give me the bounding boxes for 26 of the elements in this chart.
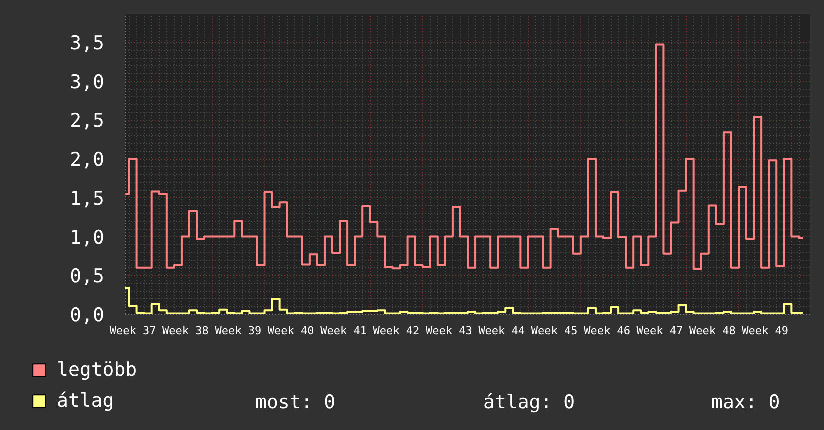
y-tick-label: 3,5 [70,32,105,54]
text: átlag: 0 [484,392,576,414]
x-tick-label: Week 39 [215,324,262,338]
y-tick-label: 1,0 [70,226,105,249]
x-tick-label: Week 42 [373,324,420,338]
y-tick-label: 2,5 [70,110,105,132]
x-tick-label: Week 38 [162,324,209,338]
x-tick-label: Week 47 [636,324,684,338]
legend-label: legtöbb [57,359,138,381]
legend-label: átlag [57,390,114,412]
text: max: 0 [712,392,780,414]
x-tick-label: Week 44 [478,324,526,338]
x-tick-label: Week 37 [110,324,156,338]
x-tick-label: Week 43 [426,324,472,338]
y-tick-label: 3,0 [70,71,105,94]
y-tick-label: 0,0 [70,304,105,326]
x-tick-label: Week 41 [320,324,367,338]
y-tick-label: 2,0 [70,149,105,172]
x-tick-label: Week 48 [689,324,736,338]
x-tick-label: Week 45 [531,324,578,338]
text: most: 0 [256,392,336,414]
x-tick-label: Week 49 [742,324,789,338]
y-tick-label: 1,5 [70,188,105,210]
x-tick-label: Week 46 [584,324,630,338]
x-tick-label: Week 40 [268,324,314,338]
y-tick-label: 0,5 [70,266,105,288]
